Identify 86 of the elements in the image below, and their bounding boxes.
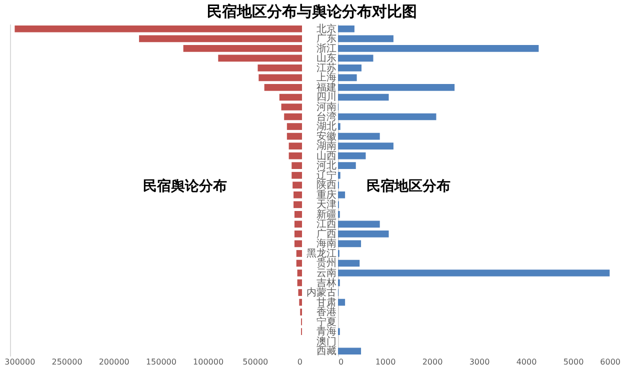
bar — [338, 74, 357, 82]
bar — [296, 250, 302, 257]
x-tick-label: 6000 — [600, 358, 620, 366]
bar — [338, 113, 436, 120]
bar — [294, 210, 302, 218]
bar — [296, 260, 302, 267]
bar — [338, 260, 360, 267]
bar — [218, 54, 302, 62]
x-tick-label: 250000 — [52, 358, 82, 366]
bar — [338, 44, 539, 52]
y-tick-label: 湖南 — [316, 140, 336, 152]
x-tick-label: 2000 — [422, 358, 443, 366]
bar — [292, 172, 302, 179]
y-tick-label: 辽宁 — [316, 169, 336, 182]
bar — [294, 201, 302, 208]
bar — [281, 104, 302, 110]
annotation: 民宿舆论分布 — [143, 178, 228, 195]
x-tick-label: 3000 — [469, 358, 490, 366]
bar — [338, 348, 362, 355]
x-tick-label: 150000 — [146, 358, 176, 366]
bar — [338, 220, 380, 228]
bar — [284, 113, 302, 120]
bar — [338, 191, 346, 198]
bar — [297, 279, 302, 286]
bar — [338, 64, 362, 72]
bar — [338, 162, 356, 170]
bar — [264, 84, 302, 91]
bar — [286, 123, 302, 130]
y-tick-label: 广西 — [316, 228, 336, 240]
y-tick-label: 山西 — [316, 150, 336, 162]
chart-title: 民宿地区分布与舆论分布对比图 — [207, 2, 418, 20]
bar — [338, 35, 394, 42]
bar — [288, 142, 302, 150]
y-tick-label: 新疆 — [316, 208, 336, 220]
x-tick-label: 300000 — [4, 358, 36, 366]
x-tick-label: 4000 — [516, 358, 537, 366]
bar — [338, 142, 394, 150]
bar — [299, 298, 302, 306]
y-tick-label: 北京 — [316, 22, 336, 35]
bar — [183, 44, 302, 52]
bar — [338, 94, 389, 101]
bar — [294, 230, 302, 238]
y-tick-label: 河南 — [316, 101, 336, 113]
y-tick-label: 福建 — [316, 81, 336, 94]
bar — [292, 182, 302, 189]
bar — [338, 54, 374, 62]
y-tick-label: 云南 — [316, 267, 336, 279]
bar — [338, 270, 610, 276]
y-tick-label: 安徽 — [316, 130, 336, 142]
bar — [286, 132, 302, 140]
x-tick-label: 0 — [297, 358, 302, 366]
bar — [338, 230, 389, 238]
y-tick-label: 重庆 — [316, 188, 336, 201]
bar — [298, 289, 302, 296]
bar — [338, 298, 346, 306]
bar — [292, 162, 302, 170]
y-tick-label: 宁夏 — [316, 316, 336, 328]
y-tick-label: 澳门 — [316, 335, 336, 348]
bar — [338, 132, 380, 140]
y-tick-label: 吉林 — [316, 276, 336, 289]
y-tick-label: 浙江 — [316, 42, 336, 54]
bar — [258, 64, 302, 72]
x-tick-label: 200000 — [98, 358, 130, 366]
x-tick-label: 0 — [338, 358, 344, 366]
y-tick-label: 甘肃 — [316, 296, 336, 308]
bar — [294, 220, 302, 228]
bar — [338, 240, 362, 248]
x-tick-label: 5000 — [563, 358, 584, 366]
bar — [294, 240, 302, 248]
bar — [338, 84, 455, 91]
y-tick-label: 西藏 — [316, 345, 336, 358]
x-tick-label: 100000 — [193, 358, 224, 366]
bar — [258, 74, 302, 82]
bar — [338, 152, 366, 160]
x-tick-label: 50000 — [242, 358, 268, 366]
y-tick-label: 台湾 — [316, 110, 336, 123]
bar — [279, 94, 302, 101]
annotation: 民宿地区分布 — [366, 178, 450, 195]
bar — [338, 25, 354, 32]
bar — [14, 25, 302, 32]
bar — [297, 270, 302, 276]
y-tick-label: 江苏 — [316, 62, 336, 74]
x-tick-label: 1000 — [375, 358, 396, 366]
bar — [139, 35, 302, 42]
bar — [288, 152, 302, 160]
bar — [294, 191, 302, 198]
